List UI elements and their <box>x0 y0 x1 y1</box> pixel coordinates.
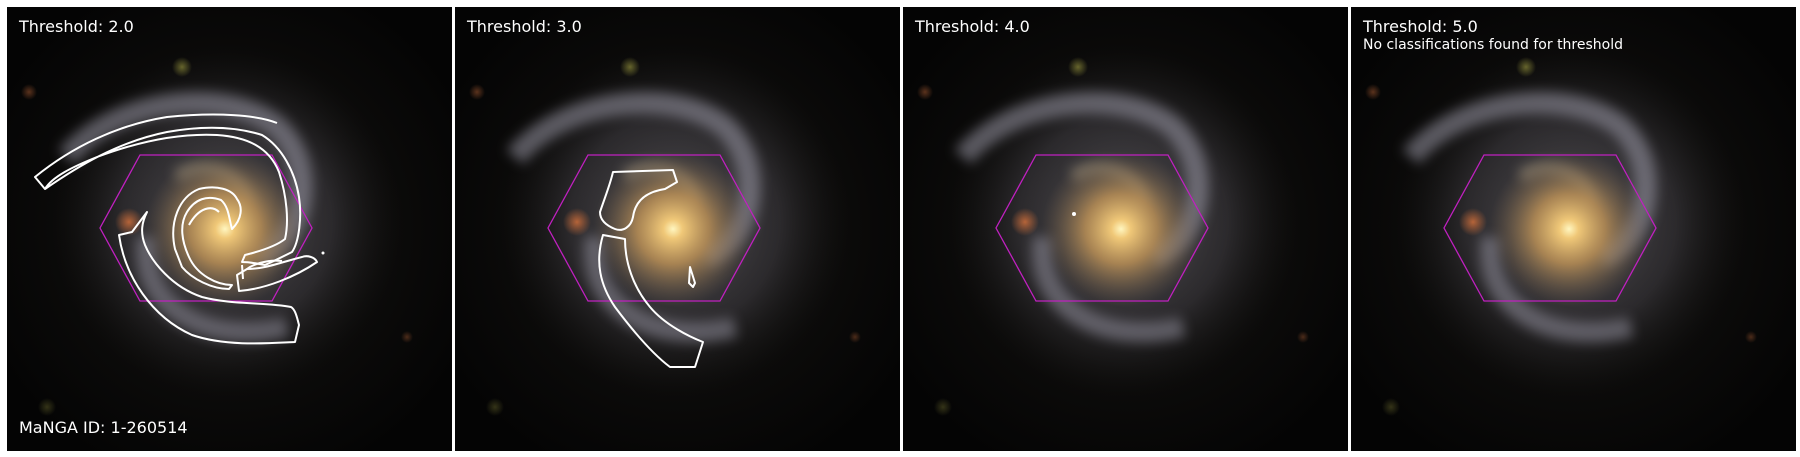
contour-dot <box>1072 212 1076 216</box>
panel-threshold-4: Threshold: 4.0 <box>903 7 1348 451</box>
classification-contours <box>34 113 318 345</box>
panel-threshold-2: Threshold: 2.0 MaNGA ID: 1-260514 <box>7 7 452 451</box>
galaxy-image <box>1351 7 1796 451</box>
galaxy-image <box>903 7 1348 451</box>
classification-contours <box>598 169 704 368</box>
panel-threshold-5: Threshold: 5.0 No classifications found … <box>1351 7 1796 451</box>
galaxy-image <box>455 7 900 451</box>
contour-dot <box>321 251 325 255</box>
galaxy-image <box>7 7 452 451</box>
panel-threshold-3: Threshold: 3.0 <box>455 7 900 451</box>
